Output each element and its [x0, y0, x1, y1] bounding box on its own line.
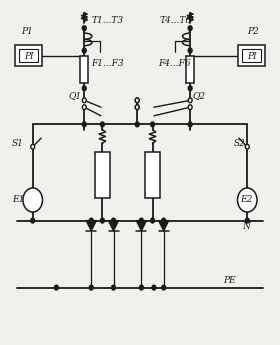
- Bar: [242, 49, 261, 62]
- Circle shape: [89, 285, 93, 290]
- Circle shape: [135, 105, 139, 110]
- Text: T1...T3: T1...T3: [91, 17, 123, 26]
- Bar: [145, 152, 160, 198]
- Circle shape: [237, 188, 257, 212]
- Polygon shape: [86, 220, 96, 231]
- Circle shape: [31, 218, 35, 223]
- Circle shape: [188, 122, 192, 127]
- Text: E1: E1: [12, 196, 24, 205]
- Text: PI: PI: [24, 52, 33, 61]
- Circle shape: [82, 26, 86, 31]
- Circle shape: [188, 86, 192, 91]
- Circle shape: [162, 218, 166, 223]
- Circle shape: [152, 285, 156, 290]
- Circle shape: [188, 26, 192, 31]
- Text: T4...T6: T4...T6: [160, 17, 192, 26]
- Circle shape: [82, 48, 86, 53]
- Circle shape: [135, 98, 139, 103]
- Circle shape: [245, 144, 249, 149]
- Text: Q1: Q1: [69, 91, 82, 100]
- Polygon shape: [136, 220, 146, 231]
- Circle shape: [82, 98, 86, 103]
- Text: PI: PI: [247, 52, 256, 61]
- Circle shape: [139, 285, 143, 290]
- Circle shape: [139, 218, 143, 223]
- Circle shape: [82, 86, 86, 91]
- Bar: [19, 49, 38, 62]
- Circle shape: [82, 122, 86, 127]
- Circle shape: [151, 122, 155, 127]
- Text: F4...F6: F4...F6: [158, 59, 191, 68]
- Circle shape: [31, 144, 35, 149]
- Circle shape: [188, 98, 192, 103]
- Bar: [95, 152, 110, 198]
- Polygon shape: [159, 220, 169, 231]
- Text: P2: P2: [247, 27, 259, 36]
- Text: S2: S2: [233, 139, 245, 148]
- Circle shape: [82, 105, 86, 110]
- Circle shape: [101, 218, 104, 223]
- Text: F1...F3: F1...F3: [91, 59, 124, 68]
- Circle shape: [101, 122, 104, 127]
- Circle shape: [151, 218, 155, 223]
- Circle shape: [188, 105, 192, 110]
- Circle shape: [135, 105, 139, 110]
- Text: P1: P1: [21, 27, 33, 36]
- Circle shape: [89, 218, 93, 223]
- Text: Q2: Q2: [192, 91, 206, 100]
- Bar: [238, 45, 265, 66]
- Circle shape: [188, 48, 192, 53]
- Circle shape: [112, 285, 115, 290]
- Polygon shape: [109, 220, 118, 231]
- Text: E2: E2: [240, 196, 253, 205]
- Bar: [15, 45, 42, 66]
- Circle shape: [245, 218, 249, 223]
- Circle shape: [55, 285, 58, 290]
- Circle shape: [162, 285, 166, 290]
- Text: N: N: [242, 222, 249, 231]
- Bar: [80, 56, 88, 83]
- Circle shape: [135, 98, 139, 103]
- Text: PE: PE: [224, 276, 236, 285]
- Text: S1: S1: [12, 139, 24, 148]
- Circle shape: [23, 188, 43, 212]
- Circle shape: [135, 122, 139, 127]
- Circle shape: [112, 218, 115, 223]
- Bar: [186, 56, 194, 83]
